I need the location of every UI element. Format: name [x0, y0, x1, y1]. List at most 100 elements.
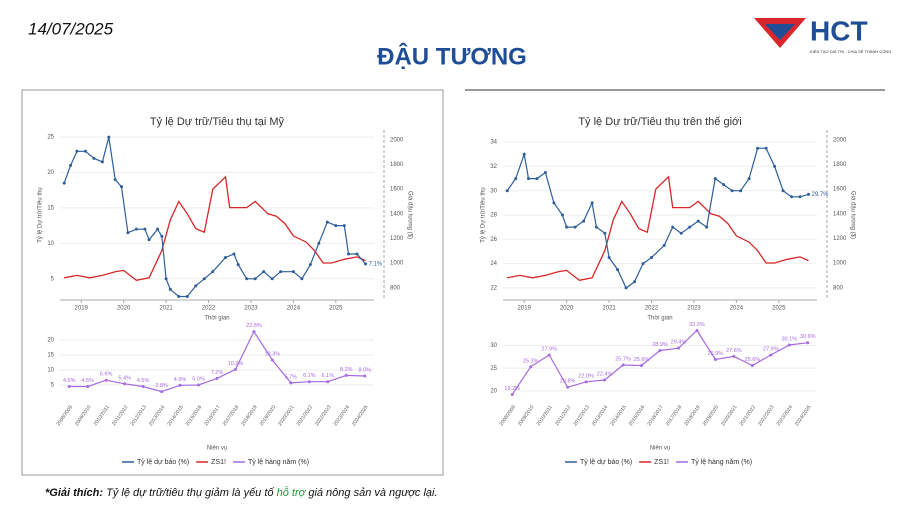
point: [641, 262, 645, 266]
point: [113, 178, 117, 182]
x-tick-label: 2017/2018: [222, 404, 241, 427]
point: [289, 381, 293, 385]
point: [713, 358, 717, 362]
data-label: 5.4%: [118, 375, 131, 381]
x-axis-title: Thời gian: [204, 316, 229, 322]
y-tick-label: 10: [47, 241, 54, 247]
point: [781, 189, 785, 193]
point: [565, 225, 569, 229]
x-tick-label: 2019/2020: [259, 404, 278, 427]
note: *Giải thích: Tỷ lệ dự trữ/tiêu thụ giảm …: [45, 486, 438, 499]
point: [211, 270, 215, 274]
y2-tick-label: 1400: [833, 211, 847, 217]
y2-tick-label: 1800: [833, 162, 847, 168]
point: [616, 268, 620, 272]
x-tick-label: 2017/2018: [665, 404, 684, 427]
point: [607, 256, 611, 259]
y-axis-title: Tỷ lệ Dự trữ/Tiêu thụ: [480, 187, 487, 243]
x-tick-label: 2025: [329, 306, 343, 312]
note-highlight: hỗ trợ: [277, 486, 307, 499]
data-label: 25.7%: [615, 356, 631, 362]
x-tick-label: 2025: [772, 306, 786, 312]
legend-label: Tỷ lệ dự báo (%): [137, 459, 189, 466]
x-tick-label: 2024: [730, 306, 744, 312]
point: [62, 181, 66, 185]
y-tick-label: 28: [490, 213, 497, 219]
point: [790, 195, 794, 199]
data-label: 7.2%: [211, 370, 224, 376]
y-tick-label: 15: [47, 353, 54, 359]
point: [560, 213, 564, 217]
point: [270, 277, 274, 281]
y2-tick-label: 1200: [390, 236, 404, 242]
point: [603, 231, 607, 235]
x-tick-label: 2024/2025: [794, 404, 813, 427]
y2-tick-label: 1800: [390, 162, 404, 168]
point: [806, 341, 810, 345]
data-label: 6.6%: [100, 372, 113, 378]
point: [566, 385, 570, 389]
point: [695, 328, 699, 332]
y2-axis-title: Giá đậu tương ($): [849, 191, 855, 239]
point: [713, 177, 717, 181]
point: [363, 374, 367, 378]
x-tick-label: 2022/2023: [314, 404, 333, 427]
point: [798, 195, 802, 199]
data-label: 6.1%: [322, 373, 335, 379]
point: [215, 376, 219, 380]
point: [640, 363, 644, 367]
data-label: 20.8%: [560, 379, 576, 385]
point: [573, 225, 577, 229]
point: [185, 294, 189, 298]
point: [730, 189, 734, 193]
data-label: 13.3%: [265, 352, 281, 358]
point: [750, 363, 754, 367]
point: [658, 348, 662, 352]
chart-title: Tỷ lệ Dự trữ/Tiêu thụ tại Mỹ: [150, 116, 285, 128]
data-label: 4.5%: [81, 378, 94, 384]
point: [168, 287, 172, 291]
data-label: 8.2%: [340, 367, 353, 373]
point: [141, 385, 145, 388]
y2-tick-label: 1000: [833, 261, 847, 267]
price-line: [64, 175, 366, 281]
x-tick-label: 2018/2019: [240, 404, 259, 427]
point: [364, 262, 368, 266]
x-tick-label: 2015/2016: [185, 404, 204, 427]
y2-tick-label: 800: [833, 285, 844, 291]
x-tick-label: 2020: [117, 306, 131, 312]
point: [355, 252, 359, 256]
point: [529, 365, 533, 369]
point: [126, 231, 130, 235]
point: [773, 164, 777, 168]
data-label: 22.8%: [246, 323, 262, 329]
annual-line: [511, 329, 808, 395]
x-tick-label: 2023: [687, 306, 701, 312]
point: [123, 382, 127, 386]
x-tick-label: 2008/2009: [498, 404, 517, 427]
x-tick-label: 2018/2019: [683, 404, 702, 427]
x-axis-title: Niên vụ: [207, 446, 227, 452]
x-tick-label: 2011/2012: [111, 404, 129, 427]
data-label: 25.3%: [523, 358, 539, 364]
y-tick-label: 10: [47, 368, 54, 374]
x-tick-label: 2021: [159, 306, 173, 312]
point: [662, 243, 666, 247]
data-label: 5.7%: [285, 374, 298, 380]
data-label: 4.5%: [63, 378, 76, 384]
point: [325, 220, 329, 224]
point: [223, 256, 227, 259]
x-tick-label: 2014/2015: [609, 404, 628, 427]
data-label: 6.1%: [303, 373, 316, 379]
point: [732, 354, 736, 358]
y-tick-label: 20: [47, 170, 54, 176]
page-title: ĐẬU TƯƠNG: [377, 42, 527, 70]
x-tick-label: 2014/2015: [166, 404, 185, 427]
y-tick-label: 26: [490, 237, 497, 243]
point: [739, 189, 743, 193]
y-tick-label: 20: [490, 388, 497, 394]
y2-tick-label: 1600: [833, 187, 847, 193]
y2-tick-label: 1600: [390, 187, 404, 193]
y2-tick-label: 2000: [390, 137, 404, 143]
point: [696, 219, 700, 223]
